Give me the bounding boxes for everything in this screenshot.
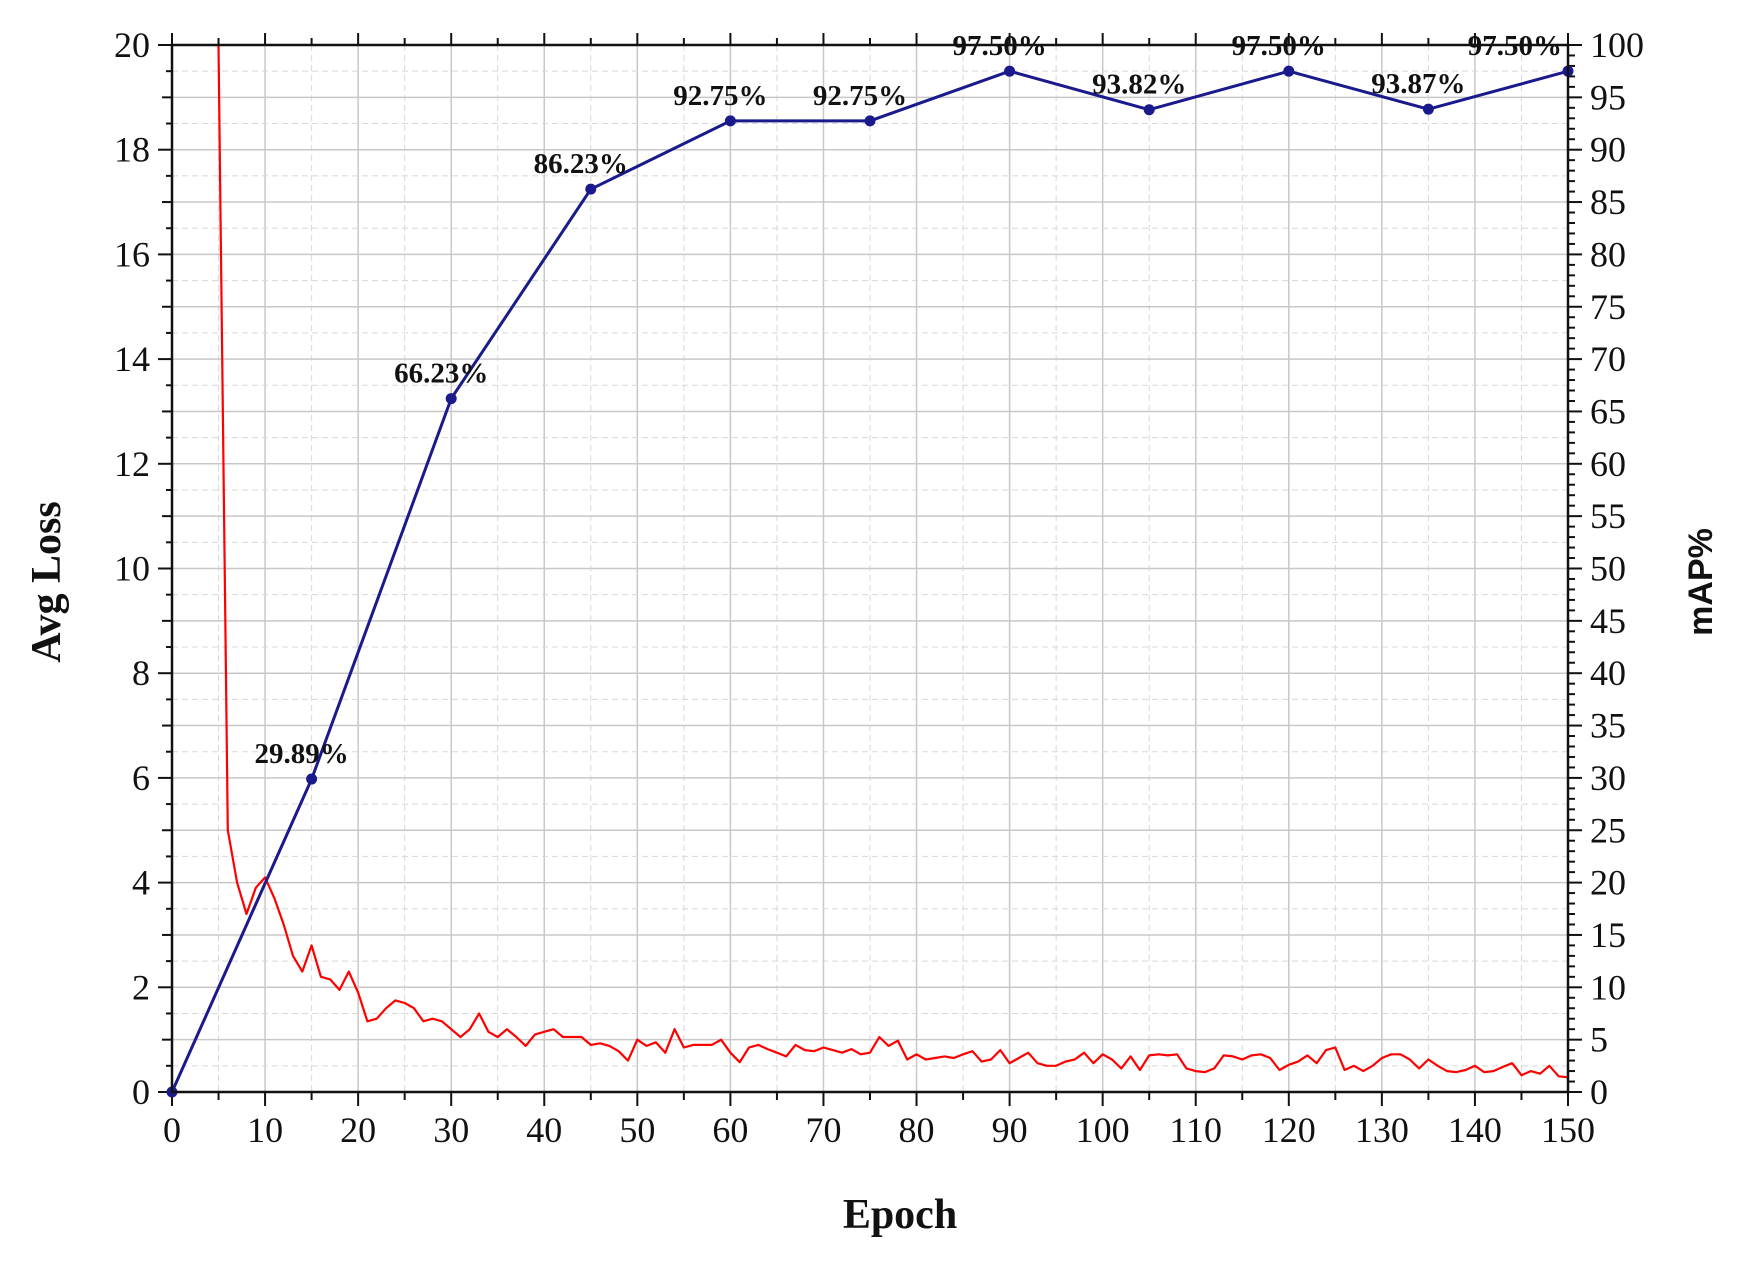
x-tick-label: 60 [712,1110,748,1150]
y-right-tick-label: 5 [1590,1020,1608,1060]
y-left-tick-label: 2 [132,967,150,1007]
map-data-point [724,115,736,127]
y-right-tick-label: 30 [1590,758,1626,798]
y-right-tick-label: 85 [1590,182,1626,222]
map-data-point [1422,103,1434,115]
y-left-tick-label: 12 [114,444,150,484]
y-right-tick-label: 25 [1590,810,1626,850]
loss-series-line [217,44,1569,1079]
y-left-tick-label: 16 [114,234,150,274]
map-data-point [1143,104,1155,116]
map-data-label: 92.75% [673,80,767,112]
y-left-tick-label: 18 [114,130,150,170]
map-data-point [864,115,876,127]
series-layer [166,44,1574,1098]
map-data-point [306,773,318,785]
y-right-tick-label: 50 [1590,549,1626,589]
point-labels: 29.89%66.23%86.23%92.75% 92.75%97.50%93.8… [254,30,1562,770]
y-axis-left-title: Avg Loss [24,501,70,662]
y-right-tick-label: 0 [1590,1072,1608,1112]
x-tick-label: 40 [526,1110,562,1150]
x-axis-title: Epoch [843,1192,957,1238]
x-tick-label: 140 [1448,1110,1502,1150]
x-tick-label: 110 [1169,1110,1222,1150]
x-tick-label: 100 [1076,1110,1130,1150]
x-tick-label: 70 [805,1110,841,1150]
map-data-point [585,183,597,195]
x-tick-label: 130 [1355,1110,1409,1150]
y-right-tick-label: 20 [1590,863,1626,903]
y-right-tick-label: 60 [1590,444,1626,484]
map-data-label: 86.23% [534,148,628,180]
y-axis-right-title: mAP% [1682,528,1720,636]
x-tick-label: 10 [247,1110,283,1150]
y-right-tick-label: 70 [1590,339,1626,379]
y-left-tick-label: 8 [132,653,150,693]
y-right-tick-label: 90 [1590,130,1626,170]
y-right-tick-label: 80 [1590,234,1626,274]
map-data-label: 93.82% [1092,69,1186,101]
y-right-tick-label: 55 [1590,496,1626,536]
x-tick-label: 0 [163,1110,181,1150]
axis-ticks: 0 10 20 30 40 50 60 70 80 90 100 110 120 130 140 150024… [114,25,1644,1150]
y-right-tick-label: 15 [1590,915,1626,955]
map-data-point [1004,65,1016,77]
x-tick-label: 20 [340,1110,376,1150]
y-right-tick-label: 100 [1590,25,1644,65]
y-right-tick-label: 95 [1590,77,1626,117]
y-left-tick-label: 6 [132,758,150,798]
y-left-tick-label: 10 [114,549,150,589]
y-left-tick-label: 14 [114,339,150,379]
y-right-tick-label: 45 [1590,601,1626,641]
x-tick-label: 80 [899,1110,935,1150]
y-right-tick-label: 75 [1590,287,1626,327]
y-left-tick-label: 0 [132,1072,150,1112]
map-data-point [1283,65,1295,77]
map-data-label: 66.23% [394,358,488,390]
y-right-tick-label: 65 [1590,391,1626,431]
map-data-label: 29.89% [254,738,348,770]
grid [172,45,1568,1092]
x-tick-label: 120 [1262,1110,1316,1150]
plot-frame [170,43,1570,1094]
map-data-point [445,393,457,405]
y-left-tick-label: 4 [132,863,150,903]
x-tick-label: 150 [1541,1110,1595,1150]
y-left-tick-label: 20 [114,25,150,65]
x-tick-label: 50 [619,1110,655,1150]
y-right-tick-label: 35 [1590,706,1626,746]
map-data-label: 92.75% [813,80,907,112]
x-tick-label: 90 [992,1110,1028,1150]
x-tick-label: 30 [433,1110,469,1150]
map-data-label: 93.87% [1371,68,1465,100]
y-right-tick-label: 40 [1590,653,1626,693]
y-right-tick-label: 10 [1590,967,1626,1007]
